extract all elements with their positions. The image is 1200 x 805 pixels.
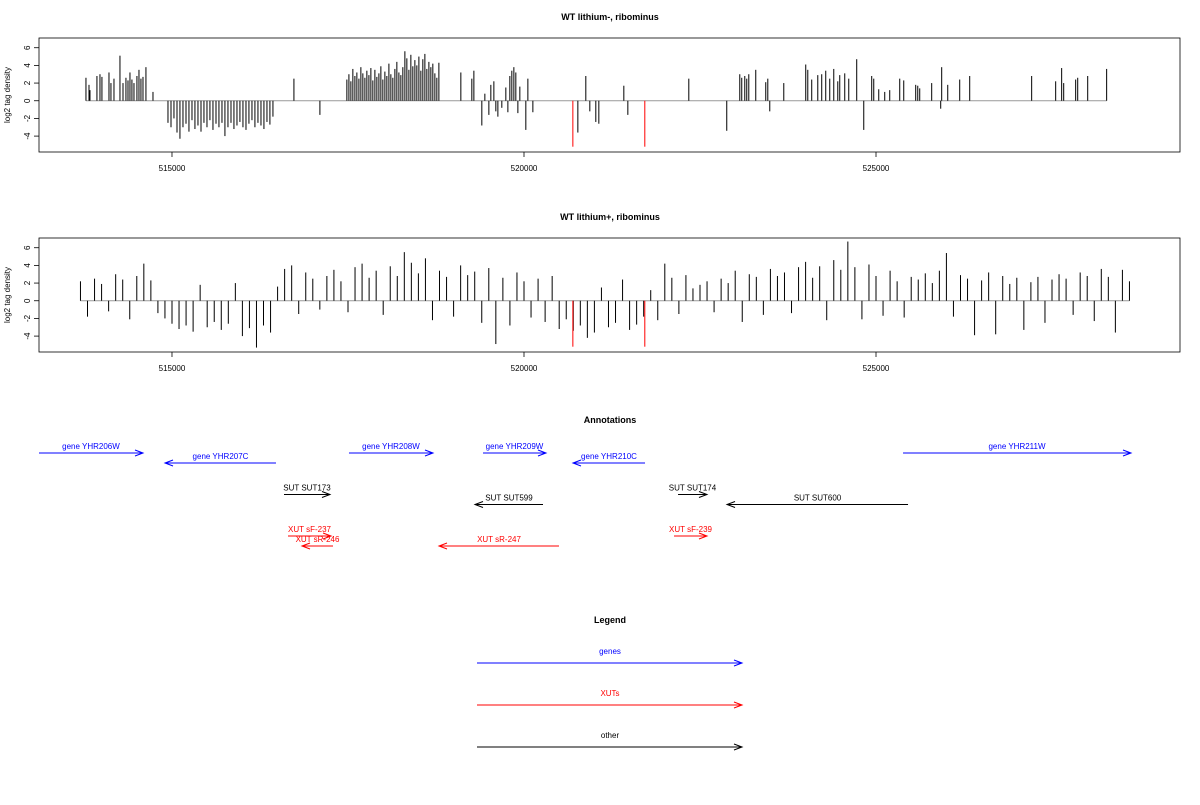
- feature-label: gene YHR207C: [193, 452, 249, 461]
- legend-label: XUTs: [600, 689, 619, 698]
- feature-label: XUT sR-246: [296, 535, 340, 544]
- feature-arrow: [483, 449, 548, 457]
- feature-label: SUT SUT599: [485, 494, 533, 503]
- y-tick-label: 2: [23, 80, 32, 85]
- feature-arrow: [571, 459, 646, 467]
- feature-arrow: [674, 532, 709, 540]
- feature-arrow: [437, 542, 559, 550]
- y-tick-label: 0: [23, 98, 32, 103]
- y-tick-label: -2: [23, 114, 32, 122]
- y-tick-label: 4: [23, 263, 32, 268]
- feature-label: gene YHR210C: [581, 452, 637, 461]
- y-tick-label: 0: [23, 298, 32, 303]
- feature-arrow: [163, 459, 276, 467]
- y-axis-label: log2 tag density: [3, 67, 12, 123]
- plot-frame: [38, 237, 1181, 353]
- feature-arrow: [39, 449, 145, 457]
- feature-label: XUT sF-237: [288, 525, 332, 534]
- feature-label: SUT SUT600: [794, 494, 842, 503]
- panel-title: WT lithium+, ribominus: [560, 212, 660, 222]
- x-tick-label: 515000: [159, 364, 186, 373]
- legend-arrow: [477, 659, 744, 667]
- feature-label: gene YHR211W: [988, 442, 1046, 451]
- y-tick-label: -4: [23, 332, 32, 340]
- x-tick-label: 515000: [159, 164, 186, 173]
- legend-label: other: [601, 731, 620, 740]
- legend-title: Legend: [594, 615, 626, 625]
- y-tick-label: 6: [23, 245, 32, 250]
- feature-arrow: [725, 501, 909, 508]
- feature-arrow: [348, 449, 435, 457]
- feature-arrow: [288, 532, 333, 540]
- legend-label: genes: [599, 647, 621, 656]
- legend-arrow: [477, 743, 744, 751]
- feature-arrow: [300, 542, 333, 550]
- feature-arrow: [903, 449, 1133, 457]
- feature-label: SUT SUT174: [669, 484, 717, 493]
- feature-label: XUT sR-247: [477, 535, 521, 544]
- y-tick-label: -2: [23, 314, 32, 322]
- feature-label: gene YHR208W: [362, 442, 420, 451]
- x-tick-label: 525000: [863, 364, 890, 373]
- legend-arrow: [477, 701, 744, 709]
- feature-label: gene YHR206W: [62, 442, 120, 451]
- y-tick-label: 2: [23, 280, 32, 285]
- feature-arrow: [678, 491, 709, 498]
- y-axis-label: log2 tag density: [3, 267, 12, 323]
- y-tick-label: 4: [23, 63, 32, 68]
- y-tick-label: 6: [23, 45, 32, 50]
- panel-title: WT lithium-, ribominus: [561, 12, 659, 22]
- feature-label: XUT sF-239: [669, 525, 713, 534]
- x-tick-label: 525000: [863, 164, 890, 173]
- feature-arrow: [283, 491, 332, 498]
- y-tick-label: -4: [23, 132, 32, 140]
- x-tick-label: 520000: [511, 164, 538, 173]
- feature-label: gene YHR209W: [486, 442, 544, 451]
- x-tick-label: 520000: [511, 364, 538, 373]
- plot-frame: [38, 37, 1181, 153]
- annotations-title: Annotations: [584, 415, 637, 425]
- feature-label: SUT SUT173: [283, 484, 331, 493]
- feature-arrow: [473, 501, 544, 508]
